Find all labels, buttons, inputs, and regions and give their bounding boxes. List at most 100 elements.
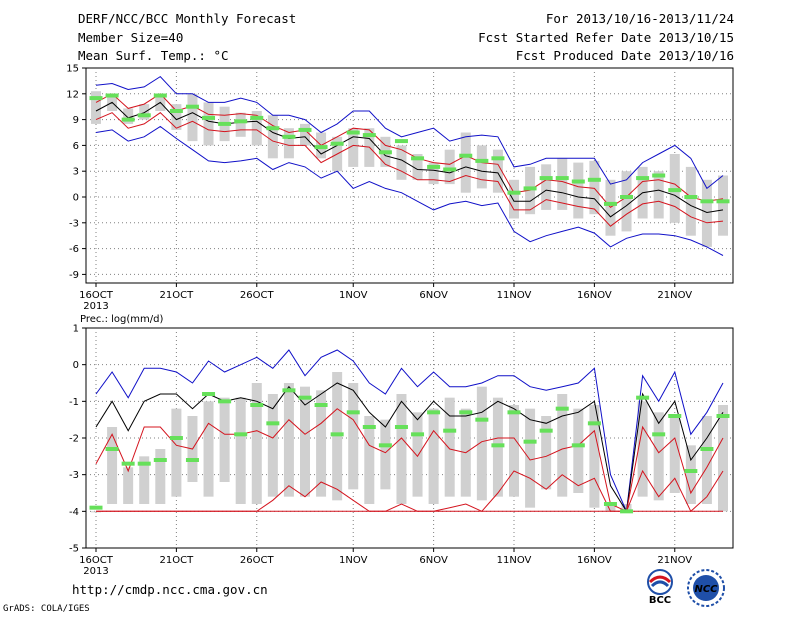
prec-box-31	[589, 405, 600, 508]
prec-ytick-label--2: -2	[69, 434, 79, 445]
prec-median-36	[668, 414, 682, 418]
prec-box-17	[364, 416, 375, 504]
prec-box-8	[219, 397, 230, 482]
temp-median-32	[603, 201, 617, 206]
temp-median-23	[459, 153, 473, 158]
temp-xtick-label-7: 21NOV	[657, 290, 692, 301]
prec-median-13	[298, 395, 312, 400]
prec-box-26	[509, 405, 519, 497]
prec-box-38	[701, 416, 712, 504]
prec-median-27	[523, 439, 537, 444]
temp-lower-spread-line	[95, 112, 724, 227]
temp-median-15	[330, 141, 344, 146]
temp-box-29	[557, 158, 568, 210]
member-size: Member Size=40	[78, 30, 184, 45]
variable-label: Mean Surf. Temp.: °C	[78, 48, 229, 63]
temp-box-16	[348, 128, 359, 167]
temp-median-24	[475, 158, 489, 163]
prec-box-5	[171, 408, 182, 497]
prec-median-7	[202, 392, 216, 396]
prec-box-29	[557, 394, 568, 497]
prec-box-20	[412, 412, 423, 497]
prec-median-9	[234, 432, 248, 437]
prec-ytick-label--3: -3	[69, 470, 79, 481]
prec-xtick-label-6: 16NOV	[577, 555, 612, 566]
temp-median-25	[491, 156, 505, 161]
temp-ytick-label-6: 6	[73, 141, 79, 152]
prec-median-23	[459, 410, 473, 415]
temp-ytick-label--3: -3	[69, 218, 79, 229]
prec-box-18	[380, 419, 391, 490]
prec-median-6	[185, 458, 199, 462]
prec-box-16	[348, 383, 359, 490]
prec-box-32	[605, 504, 616, 512]
prec-median-10	[250, 403, 264, 407]
temp-median-6	[185, 104, 199, 109]
temp-xtick-label-4: 6NOV	[419, 290, 448, 301]
temp-xtick-label-2: 26OCT	[240, 290, 275, 301]
temp-box-37	[685, 166, 696, 236]
prec-box-27	[525, 408, 536, 508]
prec-panel-title: Prec.: log(mm/d)	[80, 314, 163, 325]
temp-box-10	[251, 111, 262, 146]
prec-ytick-label-1: 1	[73, 324, 79, 335]
prec-xtick-label-3: 1NOV	[339, 555, 368, 566]
prec-box-2	[123, 467, 134, 504]
prec-box-11	[267, 394, 278, 497]
temp-median-29	[555, 176, 569, 181]
prec-xtick-label-7: 21NOV	[657, 555, 692, 566]
temp-median-20	[411, 156, 425, 161]
temp-box-22	[444, 149, 455, 185]
temp-box-3	[139, 104, 150, 120]
temp-box-9	[235, 112, 246, 137]
temp-median-2	[121, 117, 135, 122]
ncc-logo: NCC	[687, 569, 725, 607]
prec-box-24	[476, 386, 487, 501]
temp-xtick-label-1: 21OCT	[160, 290, 195, 301]
prec-median-5	[169, 436, 183, 440]
temp-median-19	[394, 139, 408, 144]
prec-median-0	[89, 505, 103, 510]
temp-xtick-label-0: 16OCT	[79, 290, 114, 301]
temp-median-17	[362, 133, 376, 138]
prec-box-21	[428, 408, 439, 504]
temp-box-2	[123, 108, 134, 124]
temp-median-38	[700, 199, 714, 204]
temp-xtick-year-label: 2013	[83, 301, 108, 312]
forecast-produced-date: Fcst Produced Date 2013/10/16	[515, 48, 734, 63]
prec-upper-bound-line	[95, 349, 724, 514]
prec-median-33	[620, 509, 634, 514]
temp-ytick-label-0: 0	[73, 193, 79, 204]
temp-box-39	[718, 175, 728, 236]
prec-box-1	[107, 427, 118, 504]
prec-median-21	[427, 410, 441, 415]
prec-xtick-label-4: 6NOV	[419, 555, 448, 566]
temp-median-22	[443, 167, 457, 172]
temp-xtick-label-5: 11NOV	[497, 290, 532, 301]
temp-box-11	[267, 115, 278, 159]
temp-box-35	[653, 171, 664, 219]
prec-box-22	[444, 397, 455, 497]
prec-box-10	[251, 383, 262, 504]
temp-median-4	[153, 93, 167, 98]
temp-median-35	[652, 173, 666, 178]
temp-median-5	[169, 109, 183, 113]
prec-box-35	[653, 412, 664, 501]
temp-median-12	[282, 134, 296, 139]
prec-median-31	[587, 421, 601, 426]
temp-median-26	[507, 190, 521, 195]
prec-median-2	[121, 461, 135, 466]
prec-plot-frame	[85, 327, 734, 549]
grads-credit: GrADS: COLA/IGES	[3, 604, 90, 614]
temp-median-37	[684, 195, 698, 199]
prec-median-17	[362, 425, 376, 429]
source-url[interactable]: http://cmdp.ncc.cma.gov.cn	[72, 582, 268, 597]
temp-median-11	[266, 126, 280, 131]
temp-ytick-label-9: 9	[73, 115, 79, 126]
temp-median-9	[234, 119, 248, 124]
temp-ytick-label--6: -6	[69, 244, 79, 255]
prec-box-0	[91, 511, 101, 513]
prec-median-38	[700, 447, 714, 451]
prec-median-4	[153, 458, 167, 462]
prec-xtick-label-5: 11NOV	[497, 555, 532, 566]
